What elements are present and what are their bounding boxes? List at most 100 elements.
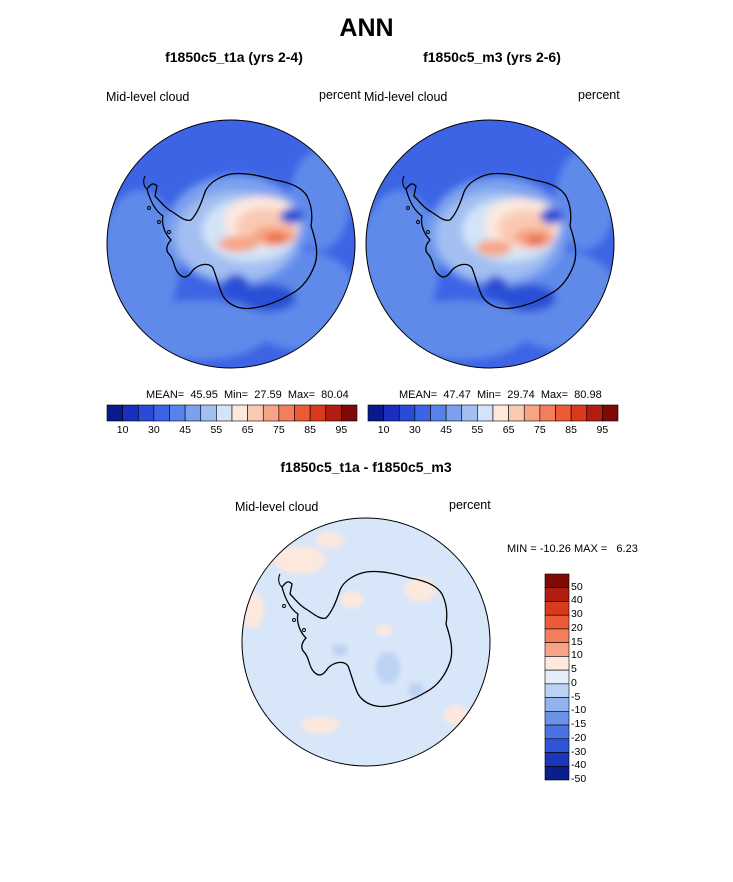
colorbar-3-tick-label: 0 bbox=[571, 676, 577, 689]
colorbar-3-swatch bbox=[544, 669, 570, 685]
colorbar-panel-3-ticks: 50 40 30 20 15 10 5 0 -5 -10 -15 -20 -30 -40 -50 bbox=[571, 574, 611, 785]
colorbar-3-tick-label: 5 bbox=[571, 663, 577, 676]
colorbar-3-swatch bbox=[544, 752, 570, 767]
colorbar-3-tick-label: 10 bbox=[571, 649, 583, 662]
colorbar-panel-2-ticks: 10 30 45 55 65 75 85 95 bbox=[368, 424, 618, 438]
colorbar-2-swatch bbox=[492, 404, 509, 422]
colorbar-1-tick-label: 75 bbox=[273, 424, 285, 436]
colorbar-2-swatch bbox=[570, 404, 588, 422]
colorbar-1-swatch bbox=[325, 404, 342, 422]
colorbar-1-swatch bbox=[200, 404, 217, 422]
colorbar-3-tick-label: -50 bbox=[571, 773, 587, 785]
colorbar-3-tick-label: -10 bbox=[571, 704, 587, 717]
colorbar-3-swatch bbox=[544, 614, 570, 630]
colorbar-2-swatch bbox=[602, 404, 619, 422]
colorbar-1-tick-label: 45 bbox=[179, 424, 191, 436]
panel-1-field-label: Mid-level cloud bbox=[106, 90, 190, 104]
colorbar-3-swatch bbox=[544, 697, 570, 712]
panel-3-field-label: Mid-level cloud bbox=[235, 500, 319, 514]
panel-3-stats: MIN = -10.26 MAX = 6.23 bbox=[507, 543, 638, 555]
colorbar-2-swatch bbox=[383, 404, 400, 422]
colorbar-1-tick-label: 65 bbox=[241, 424, 254, 436]
colorbar-2-swatch bbox=[430, 404, 447, 422]
colorbar-3-tick-label: 50 bbox=[571, 580, 583, 593]
colorbar-2-tick-label: 95 bbox=[596, 424, 609, 436]
colorbar-2-swatch bbox=[398, 404, 416, 422]
colorbar-1-swatch bbox=[106, 404, 123, 422]
colorbar-1-swatch bbox=[309, 404, 327, 422]
colorbar-3-swatch bbox=[544, 573, 570, 589]
colorbar-3-swatch bbox=[544, 683, 570, 698]
panel-2-field-label: Mid-level cloud bbox=[364, 90, 448, 104]
colorbar-3-tick-label: 30 bbox=[571, 608, 583, 621]
colorbar-2-swatch bbox=[555, 404, 572, 422]
panel-2-units: percent bbox=[578, 88, 620, 102]
colorbar-3-tick-label: -5 bbox=[571, 690, 581, 703]
colorbar-panel-3 bbox=[544, 573, 570, 781]
colorbar-3-swatch bbox=[544, 628, 570, 643]
colorbar-2-swatch bbox=[461, 404, 478, 422]
colorbar-3-swatch bbox=[544, 656, 570, 671]
colorbar-1-swatch bbox=[153, 404, 170, 422]
colorbar-2-swatch bbox=[477, 404, 494, 422]
colorbar-3-swatch bbox=[544, 642, 570, 657]
colorbar-panel-2 bbox=[367, 404, 619, 422]
colorbar-2-swatch bbox=[414, 404, 431, 422]
colorbar-1-swatch bbox=[122, 404, 139, 422]
map-1-field bbox=[107, 120, 355, 368]
colorbar-panel-1 bbox=[106, 404, 358, 422]
colorbar-2-swatch bbox=[445, 404, 463, 422]
colorbar-1-tick-label: 85 bbox=[304, 424, 316, 436]
colorbar-2-tick-label: 10 bbox=[377, 424, 390, 436]
map-2-field bbox=[366, 120, 614, 368]
colorbar-1-swatch bbox=[137, 404, 155, 422]
colorbar-3-swatch bbox=[544, 587, 570, 602]
colorbar-1-swatch bbox=[247, 404, 264, 422]
colorbar-3-swatch bbox=[544, 738, 570, 753]
colorbar-3-tick-label: -30 bbox=[571, 745, 587, 758]
panel-2-stats: MEAN= 47.47 Min= 29.74 Max= 80.98 bbox=[399, 389, 602, 401]
colorbar-2-swatch bbox=[586, 404, 603, 422]
colorbar-2-tick-label: 45 bbox=[440, 424, 452, 436]
colorbar-1-tick-label: 95 bbox=[335, 424, 348, 436]
colorbar-1-swatch bbox=[341, 404, 358, 422]
colorbar-panel-1-ticks: 10 30 45 55 65 75 85 95 bbox=[107, 424, 357, 438]
panel-3-title: f1850c5_t1a - f1850c5_m3 bbox=[280, 459, 452, 475]
colorbar-3-swatch bbox=[544, 601, 570, 616]
panel-1-units: percent bbox=[319, 88, 361, 102]
colorbar-1-tick-label: 30 bbox=[148, 424, 160, 436]
colorbar-2-tick-label: 75 bbox=[534, 424, 546, 436]
panel-1-title: f1850c5_t1a (yrs 2-4) bbox=[165, 49, 303, 65]
colorbar-3-swatch bbox=[544, 711, 570, 726]
colorbar-2-swatch bbox=[539, 404, 556, 422]
colorbar-2-tick-label: 85 bbox=[565, 424, 577, 436]
colorbar-3-tick-label: -15 bbox=[571, 718, 587, 731]
colorbar-2-tick-label: 65 bbox=[502, 424, 515, 436]
figure-title: ANN bbox=[339, 14, 394, 42]
colorbar-1-swatch bbox=[231, 404, 248, 422]
panel-2-title: f1850c5_m3 (yrs 2-6) bbox=[423, 49, 561, 65]
colorbar-3-tick-label: 40 bbox=[571, 594, 583, 607]
colorbar-1-swatch bbox=[216, 404, 233, 422]
colorbar-1-tick-label: 10 bbox=[116, 424, 129, 436]
colorbar-3-swatch bbox=[544, 724, 570, 740]
colorbar-2-swatch bbox=[523, 404, 541, 422]
colorbar-3-swatch bbox=[544, 765, 570, 781]
colorbar-1-swatch bbox=[262, 404, 280, 422]
colorbar-3-tick-label: 15 bbox=[571, 635, 583, 648]
colorbar-3-tick-label: 20 bbox=[571, 621, 583, 634]
colorbar-1-swatch bbox=[278, 404, 295, 422]
colorbar-2-tick-label: 30 bbox=[409, 424, 421, 436]
colorbar-2-tick-label: 55 bbox=[471, 424, 484, 436]
colorbar-2-swatch bbox=[367, 404, 384, 422]
colorbar-1-swatch bbox=[184, 404, 202, 422]
panel-3-units: percent bbox=[449, 498, 491, 512]
colorbar-2-swatch bbox=[508, 404, 525, 422]
colorbar-1-swatch bbox=[169, 404, 186, 422]
colorbar-1-tick-label: 55 bbox=[210, 424, 223, 436]
colorbar-1-swatch bbox=[294, 404, 311, 422]
panel-1-stats: MEAN= 45.95 Min= 27.59 Max= 80.04 bbox=[146, 389, 349, 401]
colorbar-3-tick-label: -20 bbox=[571, 731, 587, 744]
colorbar-3-tick-label: -40 bbox=[571, 759, 587, 772]
